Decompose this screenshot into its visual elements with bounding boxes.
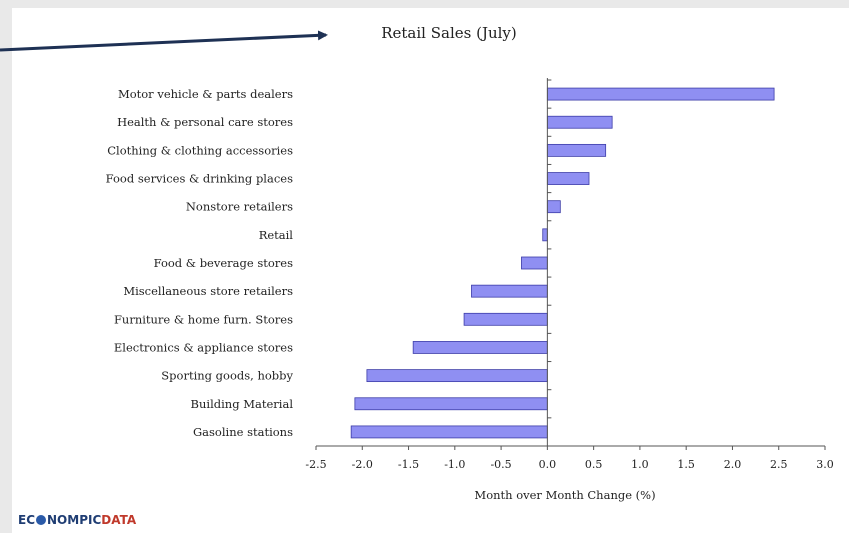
x-tick-label: 1.0 [631, 458, 649, 471]
bar [546, 172, 590, 185]
bar [463, 312, 548, 326]
category-label: Nonstore retailers [186, 200, 293, 214]
x-tick-label: 2.0 [724, 458, 742, 471]
economic-data-logo: EC NOMPICDATA [18, 513, 137, 527]
bars [350, 87, 775, 439]
x-tick-label: -2.0 [352, 458, 373, 471]
category-label: Miscellaneous store retailers [123, 284, 293, 298]
x-tick-label: 3.0 [816, 458, 834, 471]
x-tick-label: 2.5 [770, 458, 788, 471]
x-tick-labels: -2.5 -2.0 -1.5 -1.0 -0.5 0.0 0.5 1.0 1.5 2.0 2.5 3.… [305, 458, 833, 471]
x-tick-label: 0.5 [585, 458, 603, 471]
category-label: Sporting goods, hobby [161, 369, 293, 383]
bar [546, 200, 561, 214]
category-label: Food & beverage stores [154, 256, 294, 270]
category-label: Health & personal care stores [117, 115, 293, 129]
category-label: Building Material [191, 397, 294, 411]
bar [471, 284, 548, 298]
bar [521, 256, 548, 270]
bar [354, 397, 548, 411]
bar [412, 341, 548, 354]
x-tick-label: 0.0 [539, 458, 557, 471]
chart-title: Retail Sales (July) [381, 24, 517, 42]
pointer-arrow [0, 30, 328, 52]
bar [350, 425, 548, 439]
category-label: Motor vehicle & parts dealers [118, 87, 293, 101]
x-tick-label: -1.5 [398, 458, 419, 471]
bar [542, 228, 548, 242]
axes [315, 78, 826, 450]
x-tick-label: -1.0 [444, 458, 465, 471]
x-axis-title: Month over Month Change (%) [474, 488, 655, 502]
category-label: Clothing & clothing accessories [107, 143, 293, 157]
bar [546, 143, 607, 157]
category-label: Food services & drinking places [106, 172, 293, 186]
category-labels: Motor vehicle & parts dealers Health & pe… [106, 87, 294, 439]
category-label: Electronics & appliance stores [114, 340, 293, 354]
bar [546, 87, 775, 101]
category-label: Gasoline stations [193, 425, 293, 439]
x-tick-label: -0.5 [490, 458, 511, 471]
category-label: Retail [259, 228, 294, 242]
x-tick-label: -2.5 [305, 458, 326, 471]
category-label: Furniture & home furn. Stores [114, 312, 293, 326]
x-tick-label: 1.5 [677, 458, 695, 471]
bar [546, 115, 613, 129]
bar [366, 369, 548, 383]
